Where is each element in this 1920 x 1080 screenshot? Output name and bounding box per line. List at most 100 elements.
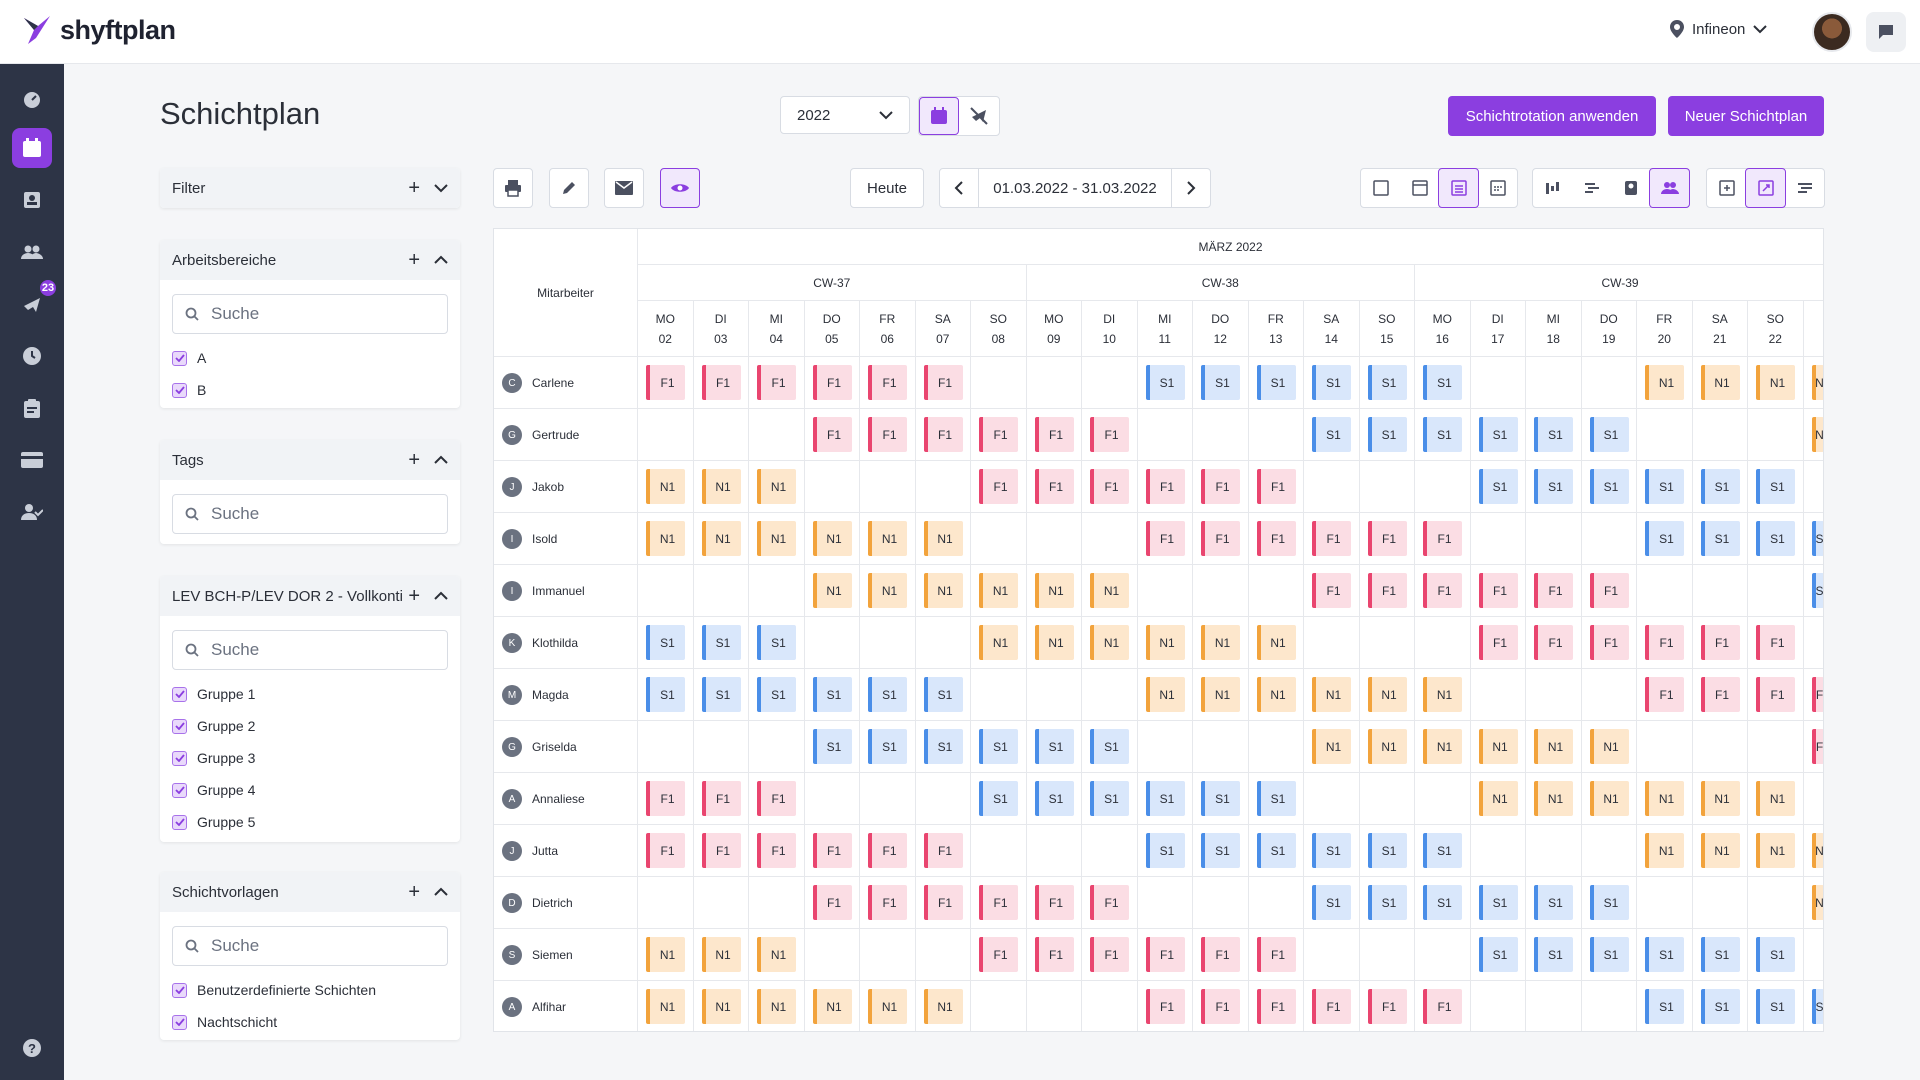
day-cell[interactable]: N1 [692,461,749,513]
shift-chip[interactable]: S [1811,989,1823,1024]
day-cell[interactable]: N1 [1025,565,1082,617]
shift-chip[interactable]: N1 [1367,729,1407,764]
day-cell[interactable]: F1 [1136,513,1193,565]
day-cell[interactable]: F1 [1192,981,1248,1031]
day-cell[interactable]: S1 [1636,513,1692,565]
day-cell[interactable]: N1 [1691,773,1748,825]
day-cell[interactable]: S1 [859,721,915,773]
day-cell[interactable]: N1 [1136,669,1193,721]
filter-header[interactable]: Filter + [160,168,460,208]
shift-chip[interactable]: F1 [1090,469,1129,504]
shift-chip[interactable]: F1 [1256,521,1296,556]
shift-chip[interactable]: N1 [1145,677,1185,712]
day-cell[interactable]: F1 [1525,565,1581,617]
shift-chip[interactable]: S1 [1312,365,1351,400]
day-cell[interactable]: S1 [1414,357,1470,409]
shift-chip[interactable]: F1 [1090,937,1129,972]
shift-chip[interactable]: F1 [812,885,852,920]
employee-name-cell[interactable]: M Magda [502,669,569,721]
sidebar-item-time[interactable] [12,336,52,376]
employee-name-cell[interactable]: D Dietrich [502,877,573,929]
day-cell[interactable] [1580,825,1637,877]
day-cell[interactable]: S1 [1580,877,1637,929]
shift-chip[interactable]: N1 [1090,573,1129,608]
shift-chip[interactable]: N1 [646,937,685,972]
day-cell[interactable] [1081,825,1137,877]
shift-chip[interactable]: S1 [1312,885,1351,920]
sidebar-item-team[interactable] [12,232,52,272]
day-cell[interactable]: F1 [1025,877,1082,929]
sidebar-item-absences[interactable]: 23 [12,278,58,324]
day-cell[interactable] [1303,773,1359,825]
day-cell[interactable]: N1 [1691,357,1748,409]
day-cell[interactable] [970,981,1026,1031]
day-cell[interactable] [914,929,971,981]
group-option[interactable]: Gruppe 3 [160,742,460,774]
shift-chip[interactable]: F1 [1145,521,1185,556]
day-cell[interactable]: F1 [1247,929,1304,981]
group-option[interactable]: Gruppe 4 [160,774,460,806]
shift-chip[interactable]: N [1811,417,1823,452]
shift-chip[interactable]: S1 [1700,989,1740,1024]
day-cell[interactable]: N [1802,825,1823,877]
day-cell[interactable]: F1 [1747,617,1803,669]
day-cell[interactable]: S1 [637,669,693,721]
year-select[interactable]: 2022 [780,96,910,134]
day-cell[interactable]: S1 [970,773,1026,825]
shift-chip[interactable]: S1 [1090,729,1129,764]
day-cell[interactable]: N1 [1358,721,1415,773]
shift-chip[interactable]: F1 [1589,573,1629,608]
day-cell[interactable]: N1 [914,981,971,1031]
day-cell[interactable]: F1 [859,409,915,461]
day-cell[interactable]: N1 [1136,617,1193,669]
day-cell[interactable]: S1 [1580,461,1637,513]
shift-chip[interactable]: S1 [1478,937,1518,972]
shift-chip[interactable]: F1 [1201,989,1240,1024]
plus-icon[interactable]: + [408,248,420,271]
day-cell[interactable]: S1 [1747,513,1803,565]
compact-view-button[interactable] [1745,168,1786,208]
shift-chip[interactable]: N1 [812,989,852,1024]
day-cell[interactable] [970,513,1026,565]
day-cell[interactable]: S1 [1414,409,1470,461]
day-cell[interactable] [748,721,804,773]
shift-chip[interactable]: S1 [1645,937,1684,972]
day-cell[interactable]: F1 [637,357,693,409]
chevron-up-icon[interactable] [434,455,448,465]
day-cell[interactable] [1525,513,1581,565]
shift-chip[interactable]: N1 [1645,365,1684,400]
group-option[interactable]: Gruppe 2 [160,710,460,742]
day-cell[interactable]: N1 [748,981,804,1031]
employee-view-button[interactable] [1649,168,1690,208]
day-cell[interactable] [1025,357,1082,409]
shift-chip[interactable]: S1 [1645,521,1684,556]
day-cell[interactable]: S1 [1580,929,1637,981]
shift-chip[interactable]: F1 [1312,521,1351,556]
day-cell[interactable]: S1 [692,669,749,721]
day-cell[interactable]: N1 [1636,357,1692,409]
day-cell[interactable]: F1 [1136,461,1193,513]
shift-chip[interactable]: S1 [1645,469,1684,504]
day-cell[interactable]: F1 [1691,617,1748,669]
day-cell[interactable] [1636,409,1692,461]
apply-rotation-button[interactable]: Schichtrotation anwenden [1448,96,1656,136]
day-cell[interactable] [1358,773,1415,825]
day-cell[interactable]: S1 [1247,773,1304,825]
day-cell[interactable]: N1 [1303,721,1359,773]
day-cell[interactable]: N1 [1247,617,1304,669]
shift-chip[interactable]: N1 [1201,625,1240,660]
day-cell[interactable]: N1 [748,461,804,513]
shift-chip[interactable]: F1 [1478,573,1518,608]
day-cell[interactable]: N [1802,357,1823,409]
shift-chip[interactable]: F1 [1534,573,1573,608]
day-cell[interactable]: S1 [1247,825,1304,877]
shift-chip[interactable]: N1 [1700,781,1740,816]
shift-chip[interactable]: N1 [646,989,685,1024]
day-cell[interactable] [1580,513,1637,565]
new-schedule-button[interactable]: Neuer Schichtplan [1668,96,1824,136]
group-option[interactable]: Gruppe 1 [160,678,460,710]
shift-chip[interactable]: N1 [1423,677,1462,712]
shift-chip[interactable]: F1 [812,365,852,400]
day-cell[interactable] [1414,929,1470,981]
day-cell[interactable]: F1 [1358,565,1415,617]
